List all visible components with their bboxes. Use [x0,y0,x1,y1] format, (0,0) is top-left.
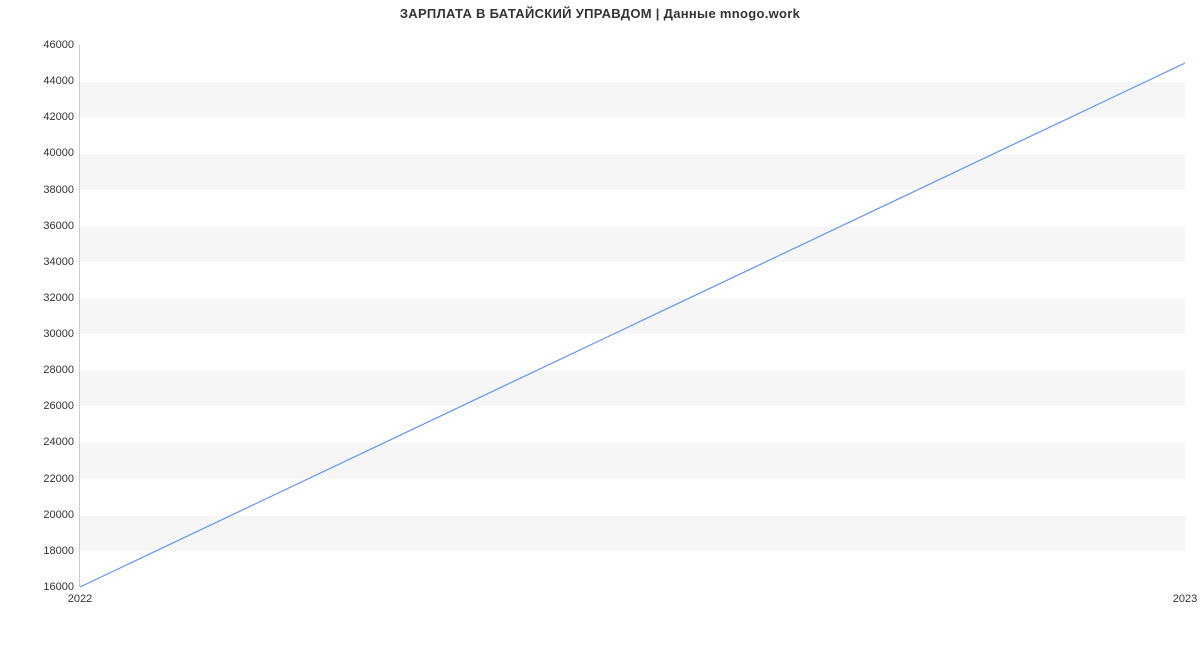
y-tick-label: 18000 [43,545,74,557]
y-tick-label: 26000 [43,400,74,412]
y-tick-label: 34000 [43,256,74,268]
y-gridline [80,587,1185,588]
x-tick-label: 2023 [1173,593,1197,605]
y-tick-label: 20000 [43,509,74,521]
plot-area: 1600018000200002200024000260002800030000… [80,45,1185,587]
y-tick-label: 32000 [43,292,74,304]
series-layer [80,45,1185,587]
y-tick-label: 44000 [43,75,74,87]
y-tick-label: 40000 [43,147,74,159]
series-line-salary [80,63,1185,587]
y-tick-label: 46000 [43,39,74,51]
y-tick-label: 24000 [43,436,74,448]
y-tick-label: 22000 [43,473,74,485]
y-tick-label: 30000 [43,328,74,340]
y-tick-label: 28000 [43,364,74,376]
x-tick-label: 2022 [68,593,92,605]
chart-title: ЗАРПЛАТА В БАТАЙСКИЙ УПРАВДОМ | Данные m… [0,6,1200,21]
y-tick-label: 16000 [43,581,74,593]
y-tick-label: 42000 [43,111,74,123]
y-tick-label: 38000 [43,184,74,196]
y-tick-label: 36000 [43,220,74,232]
